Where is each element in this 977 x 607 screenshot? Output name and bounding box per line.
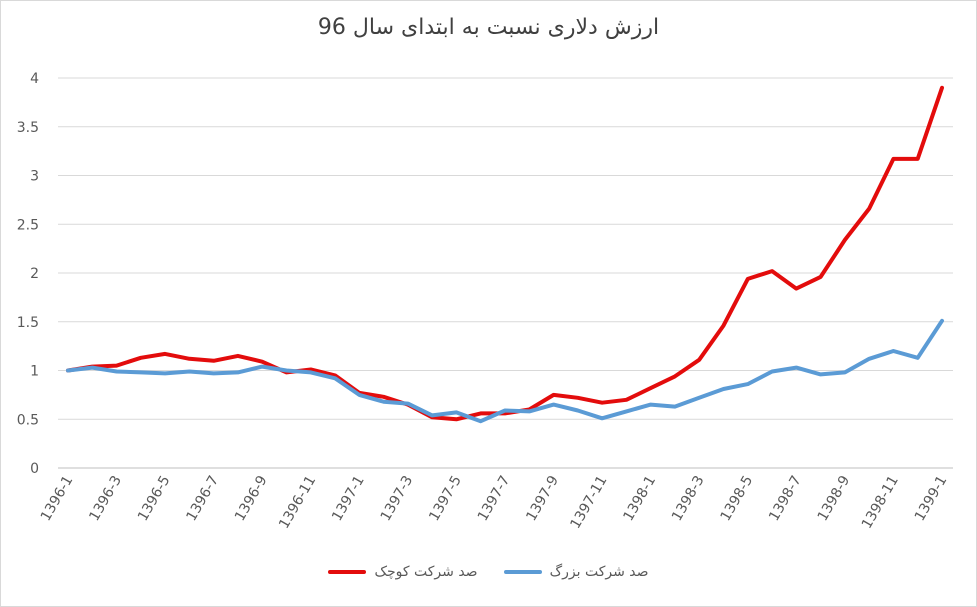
x-tick-label: 1397-11: [567, 473, 610, 532]
series-line-small-companies: [66, 85, 944, 422]
x-tick-label: 1399-1: [912, 473, 951, 524]
x-tick-label: 1398-9: [815, 473, 854, 524]
x-tick-label: 1397-9: [523, 473, 562, 524]
x-tick-label: 1396-11: [276, 473, 319, 532]
legend-swatch-large: [503, 570, 542, 574]
y-tick-label: 2: [30, 266, 39, 282]
x-tick-label: 1398-7: [766, 473, 805, 524]
legend-item-large-companies: صد شرکت بزرگ: [503, 564, 649, 580]
legend: صد شرکت کوچک صد شرکت بزرگ: [1, 564, 976, 580]
legend-swatch-small: [328, 570, 367, 574]
x-tick-label: 1398-3: [669, 473, 708, 524]
x-tick-label: 1396-3: [86, 473, 125, 524]
x-tick-label: 1396-1: [38, 473, 77, 524]
y-tick-label: 2.5: [17, 217, 39, 233]
x-tick-label: 1397-7: [475, 473, 514, 524]
series-lines: [66, 85, 944, 424]
legend-label-large: صد شرکت بزرگ: [549, 564, 649, 580]
y-tick-label: 1: [30, 364, 39, 380]
x-tick-label: 1396-7: [183, 473, 222, 524]
y-tick-label: 3.5: [17, 120, 39, 136]
chart-title: ارزش دلاری نسبت به ابتدای سال 96: [317, 15, 660, 40]
y-tick-label: 3: [30, 169, 39, 185]
series-line-large-companies: [66, 318, 944, 424]
legend-label-small: صد شرکت کوچک: [374, 564, 478, 580]
x-tick-label: 1397-3: [378, 473, 417, 524]
x-tick-label: 1397-5: [426, 473, 465, 524]
gridlines: [58, 77, 953, 420]
y-tick-label: 0.5: [17, 412, 39, 428]
y-axis-ticks: 0 0.5 1 1.5 2 2.5 3 3.5 4: [17, 71, 39, 477]
x-tick-label: 1398-5: [718, 473, 757, 524]
x-axis-ticks: 1396-1 1396-3 1396-5 1396-7 1396-9 1396-11 139…: [38, 473, 951, 532]
x-tick-label: 1397-1: [329, 473, 368, 524]
x-tick-label: 1396-5: [135, 473, 174, 524]
x-tick-label: 1398-1: [620, 473, 659, 524]
x-tick-label: 1396-9: [232, 473, 271, 524]
y-tick-label: 4: [30, 71, 39, 87]
y-tick-label: 1.5: [17, 315, 39, 331]
x-tick-label: 1398-11: [859, 473, 902, 532]
legend-item-small-companies: صد شرکت کوچک: [328, 564, 478, 580]
y-tick-label: 0: [30, 461, 39, 477]
